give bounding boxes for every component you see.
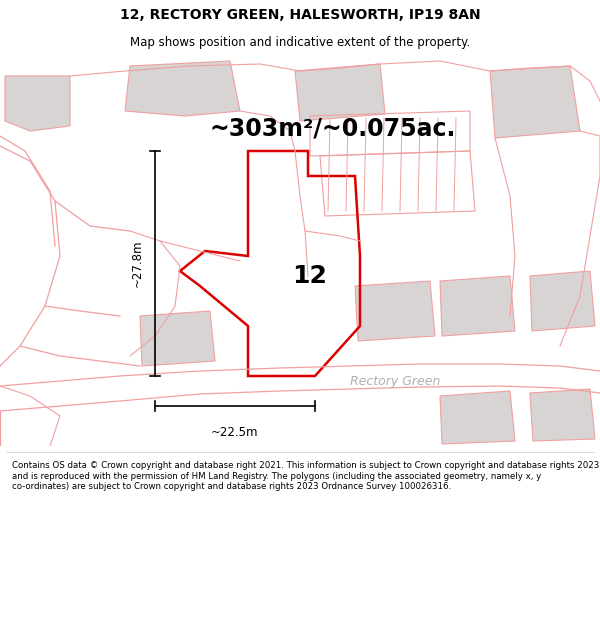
Polygon shape [530, 389, 595, 441]
Polygon shape [295, 64, 385, 121]
Polygon shape [440, 391, 515, 444]
Polygon shape [5, 76, 70, 131]
Polygon shape [355, 281, 435, 341]
Text: Rectory Green: Rectory Green [350, 374, 440, 388]
Text: 12: 12 [293, 264, 328, 288]
Text: Contains OS data © Crown copyright and database right 2021. This information is : Contains OS data © Crown copyright and d… [12, 461, 599, 491]
Text: 12, RECTORY GREEN, HALESWORTH, IP19 8AN: 12, RECTORY GREEN, HALESWORTH, IP19 8AN [119, 8, 481, 22]
Polygon shape [140, 311, 215, 366]
Polygon shape [490, 66, 580, 138]
Text: Map shows position and indicative extent of the property.: Map shows position and indicative extent… [130, 36, 470, 49]
Polygon shape [440, 276, 515, 336]
Text: ~27.8m: ~27.8m [131, 240, 143, 288]
Polygon shape [125, 61, 240, 116]
Text: ~303m²/~0.075ac.: ~303m²/~0.075ac. [210, 116, 457, 140]
Polygon shape [530, 271, 595, 331]
Text: ~22.5m: ~22.5m [211, 426, 259, 439]
